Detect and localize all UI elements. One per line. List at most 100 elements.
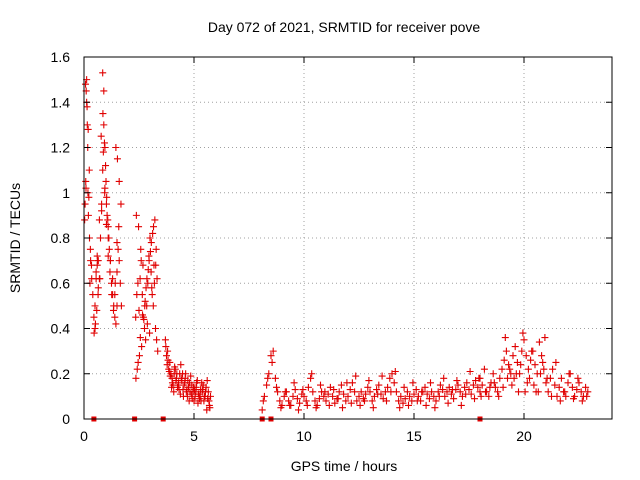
data-point xyxy=(405,401,412,409)
data-point xyxy=(465,386,473,394)
data-point xyxy=(100,139,108,147)
data-point xyxy=(109,306,117,314)
data-point xyxy=(522,352,530,360)
data-point xyxy=(400,383,408,391)
y-tick-label: 1.4 xyxy=(51,94,71,110)
data-point xyxy=(103,211,111,219)
y-tick-label: 0.8 xyxy=(51,230,71,246)
data-point xyxy=(383,397,390,405)
data-point xyxy=(551,381,559,389)
data-point xyxy=(99,110,107,118)
data-point xyxy=(444,399,452,407)
data-point xyxy=(112,320,120,328)
data-point xyxy=(152,261,160,269)
data-point xyxy=(506,365,514,373)
data-point xyxy=(435,392,443,400)
data-point xyxy=(90,313,98,321)
data-point xyxy=(82,177,90,185)
data-point xyxy=(453,377,461,385)
data-point xyxy=(557,374,565,382)
data-point xyxy=(406,392,414,400)
data-point xyxy=(142,336,150,344)
data-point xyxy=(502,347,510,355)
data-point xyxy=(436,381,444,389)
x-tick-label: 15 xyxy=(406,428,422,444)
data-point xyxy=(428,388,436,396)
data-point xyxy=(463,379,471,387)
data-point xyxy=(94,291,102,299)
data-point xyxy=(413,397,421,405)
data-point xyxy=(81,200,89,208)
data-point xyxy=(582,383,590,391)
data-point xyxy=(330,386,338,394)
data-point xyxy=(339,404,346,412)
data-point xyxy=(289,392,297,400)
data-point xyxy=(94,257,102,265)
data-point xyxy=(109,275,117,283)
axis-ticks xyxy=(83,56,612,420)
data-point xyxy=(97,234,104,242)
data-point xyxy=(168,383,176,391)
data-point xyxy=(171,363,179,371)
data-point xyxy=(132,211,140,219)
data-point xyxy=(519,329,527,337)
data-point xyxy=(117,200,125,208)
data-point xyxy=(583,392,591,400)
y-tick-labels: 0 0.2 0.4 0.6 0.8 1 1.2 1.4 1.6 xyxy=(51,49,71,427)
data-point xyxy=(192,388,200,396)
data-point xyxy=(135,306,143,314)
data-point xyxy=(92,268,100,276)
data-point xyxy=(521,388,529,396)
data-point xyxy=(518,347,526,355)
data-point xyxy=(295,406,302,414)
data-point xyxy=(265,370,273,378)
data-point xyxy=(99,69,107,77)
data-point xyxy=(548,392,555,400)
data-point xyxy=(264,374,272,382)
data-point xyxy=(152,245,160,253)
data-point xyxy=(153,275,161,283)
data-point xyxy=(482,388,489,396)
data-point xyxy=(146,329,154,337)
data-point xyxy=(495,392,503,400)
data-point xyxy=(352,372,360,380)
data-point xyxy=(304,383,312,391)
data-point xyxy=(198,386,206,394)
data-point xyxy=(134,358,142,366)
data-point xyxy=(329,392,337,400)
data-point xyxy=(170,388,178,396)
data-point xyxy=(357,388,365,396)
data-point xyxy=(331,399,339,407)
data-point xyxy=(366,388,374,396)
data-point xyxy=(199,381,207,389)
data-point xyxy=(85,193,93,201)
data-point xyxy=(410,390,418,398)
data-point xyxy=(153,336,161,344)
data-point xyxy=(307,374,315,382)
data-point xyxy=(136,334,144,342)
data-point xyxy=(94,284,102,292)
data-point xyxy=(309,388,317,396)
data-point xyxy=(102,177,110,185)
data-point xyxy=(427,379,434,387)
data-point xyxy=(480,365,488,373)
data-point xyxy=(81,216,89,224)
y-axis-title: SRMTID / TECUs xyxy=(7,183,23,293)
data-point xyxy=(148,291,156,299)
data-point xyxy=(97,132,105,140)
data-point xyxy=(149,229,157,237)
data-point xyxy=(162,343,170,351)
data-point xyxy=(456,388,464,396)
data-point xyxy=(496,374,504,382)
data-point xyxy=(334,395,342,403)
data-point xyxy=(494,388,502,396)
data-point xyxy=(133,365,141,373)
data-point xyxy=(325,401,333,409)
data-point xyxy=(273,383,280,391)
data-point xyxy=(565,370,573,378)
data-point xyxy=(462,390,470,398)
data-point xyxy=(322,397,330,405)
data-point xyxy=(146,234,154,242)
data-point xyxy=(140,315,148,323)
data-point xyxy=(555,383,563,391)
